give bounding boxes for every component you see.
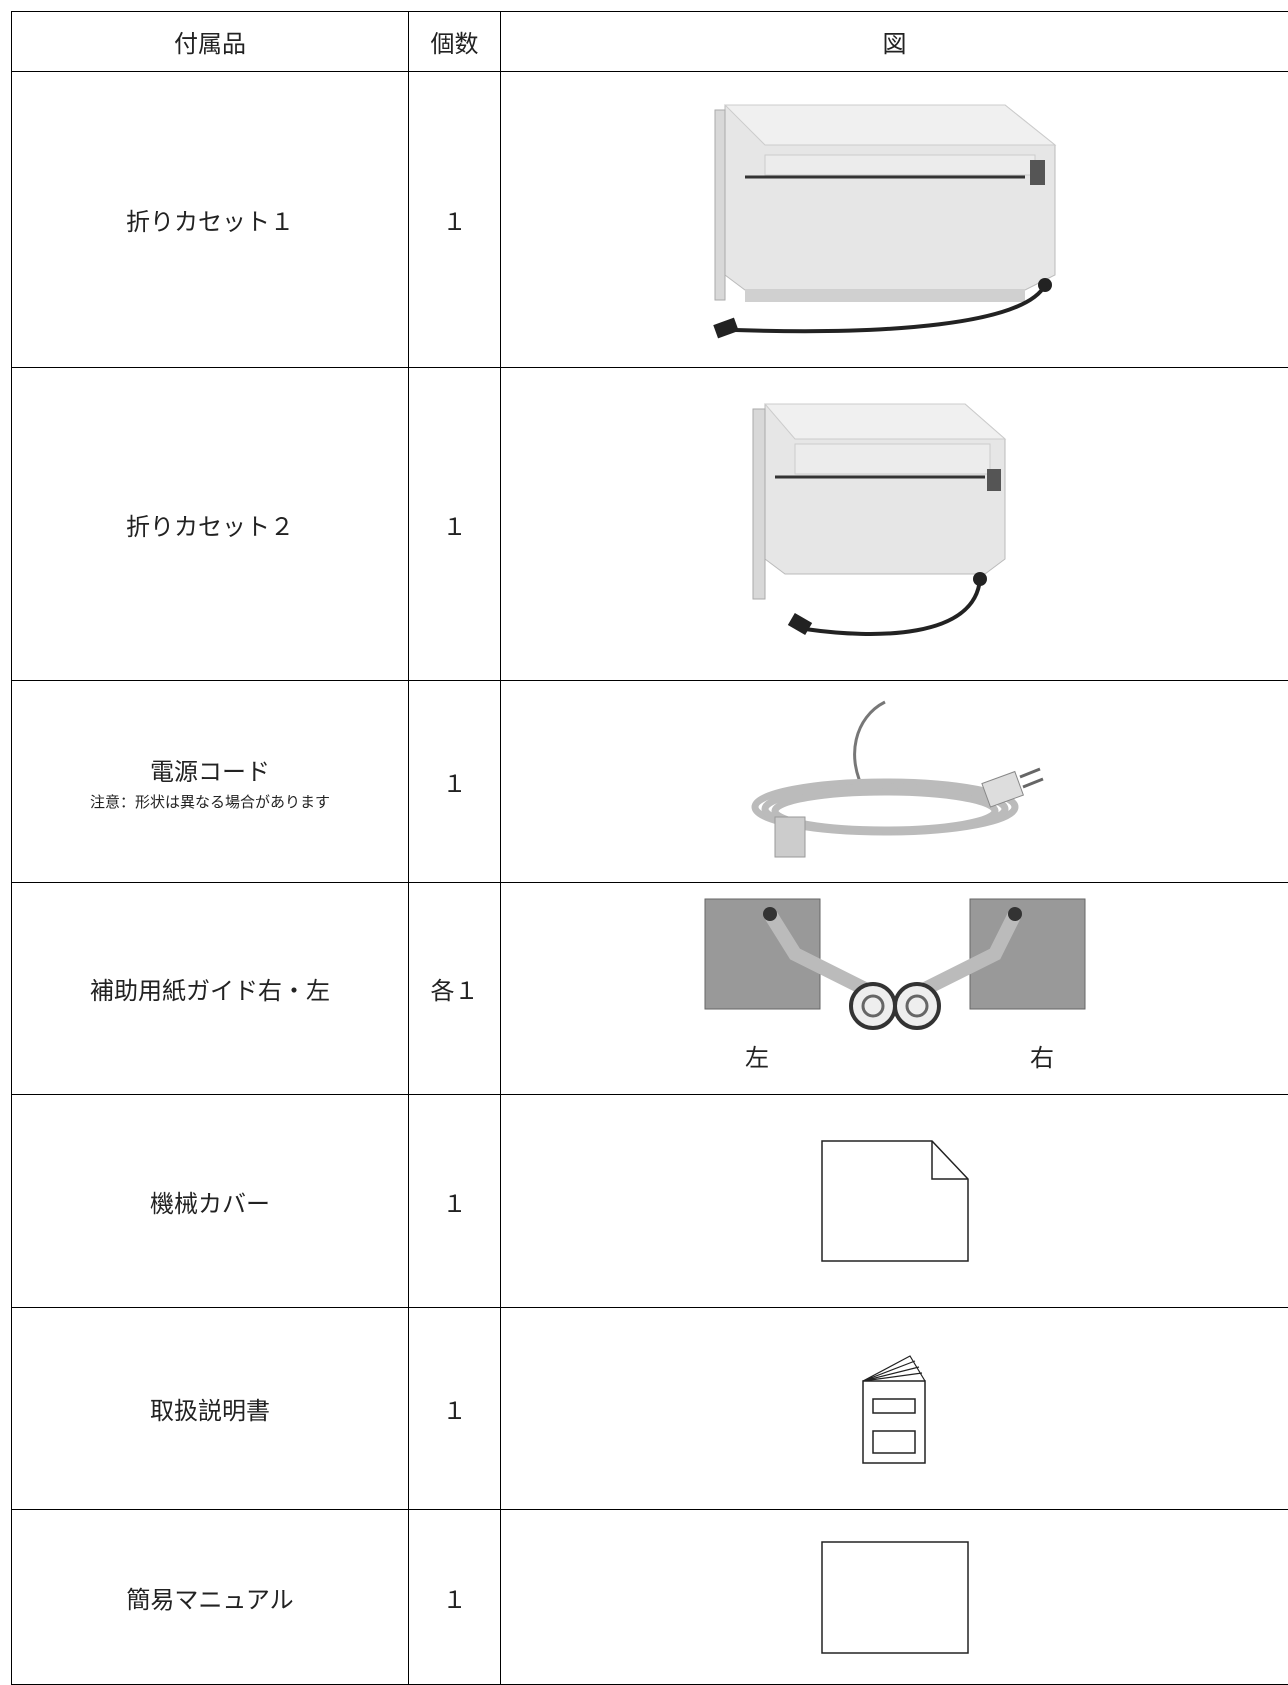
count: １ (442, 1585, 467, 1614)
figure-cell: 左 右 (500, 882, 1288, 1094)
item-name: 機械カバー (150, 1189, 270, 1218)
count: １ (442, 512, 467, 541)
count: 各１ (430, 977, 479, 1005)
item-name: 補助用紙ガイド右・左 (90, 977, 330, 1005)
count-cell: １ (408, 1307, 500, 1509)
figure-cell (500, 1509, 1288, 1684)
item-cell: 電源コード注意：形状は異なる場合があります (11, 680, 408, 882)
count: １ (442, 208, 467, 236)
count: １ (442, 770, 467, 798)
item-cell: 折りカセット１ (11, 71, 408, 367)
item-name: 簡易マニュアル (126, 1585, 294, 1614)
figure-cell (500, 71, 1288, 367)
item-cell: 折りカセット２ (11, 367, 408, 680)
count: １ (442, 1397, 467, 1425)
manual-illustration (861, 1355, 926, 1464)
header-cell: 図 (500, 11, 1288, 71)
figure-cell (500, 367, 1288, 680)
item-cell: 簡易マニュアル (11, 1509, 408, 1684)
figure-label: 右 (1030, 1044, 1054, 1072)
count-cell: 各１ (408, 882, 500, 1094)
item-cell: 補助用紙ガイド右・左 (11, 882, 408, 1094)
count-cell: １ (408, 1094, 500, 1307)
item-name: 取扱説明書 (150, 1397, 270, 1425)
header-cell: 付属品 (11, 11, 408, 71)
header-text: 個数 (430, 30, 479, 58)
paper-guide-illustration: 左 右 (704, 898, 1085, 1072)
power-cord-illustration (751, 700, 1044, 857)
quick-manual-illustration (820, 1540, 969, 1654)
count-cell: １ (408, 367, 500, 680)
cover-illustration (820, 1139, 969, 1262)
header-cell: 個数 (408, 11, 500, 71)
header-text: 付属品 (174, 30, 246, 58)
figure-cell (500, 1307, 1288, 1509)
figure-cell (500, 1094, 1288, 1307)
item-cell: 取扱説明書 (11, 1307, 408, 1509)
item-name: 折りカセット１ (126, 208, 294, 236)
cassette-illustration (712, 104, 1056, 338)
count-cell: １ (408, 71, 500, 367)
count-cell: １ (408, 1509, 500, 1684)
header-text: 図 (882, 30, 907, 58)
item-note: 注意：形状は異なる場合があります (89, 792, 330, 811)
item-name: 電源コード (150, 757, 270, 786)
figure-label: 左 (745, 1044, 769, 1072)
item-name: 折りカセット２ (126, 512, 294, 541)
figure-cell (500, 680, 1288, 882)
cassette-illustration (752, 403, 1006, 636)
item-cell: 機械カバー (11, 1094, 408, 1307)
count-cell: １ (408, 680, 500, 882)
count: １ (442, 1189, 467, 1218)
